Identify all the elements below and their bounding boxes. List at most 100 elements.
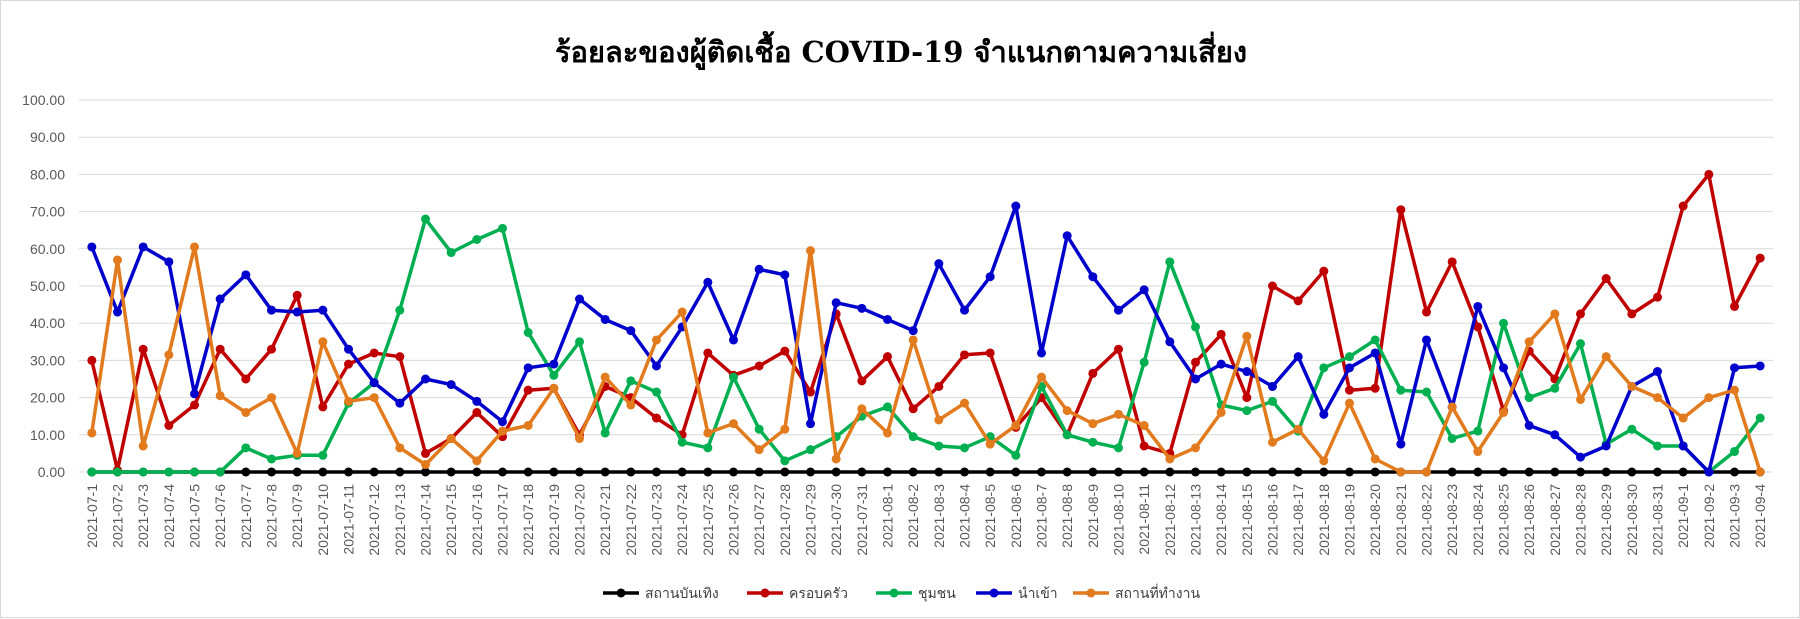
data-point [523,363,533,373]
data-point [1755,413,1765,423]
x-tick-label: 2021-07-25 [700,484,716,556]
data-point [1627,467,1637,477]
data-point [498,223,507,233]
data-point [1576,467,1585,477]
data-point [1011,467,1021,477]
data-point [908,335,918,345]
data-point [703,443,713,453]
data-point [523,467,533,477]
data-point [1011,421,1021,430]
data-point [831,298,841,308]
y-tick-label: 40.00 [30,315,65,331]
data-point [1345,467,1354,477]
data-point [344,396,353,406]
data-point [780,456,790,466]
data-point [472,456,482,466]
data-point [754,467,764,477]
data-point [754,424,764,434]
data-point [780,467,790,477]
data-point [1242,367,1252,377]
data-point [1191,374,1200,384]
data-point [1242,331,1252,341]
data-point [1473,447,1483,457]
data-point [395,305,405,315]
x-tick-label: 2021-08-23 [1444,484,1460,556]
data-point [575,294,584,304]
series-line [90,204,1762,474]
data-point [138,467,148,477]
data-point [1370,454,1380,464]
legend-label: ครอบครัว [789,586,848,602]
data-point [1678,201,1688,211]
x-tick-label: 2021-08-6 [1008,484,1024,548]
data-point [703,348,713,358]
data-point [934,259,944,269]
x-tick-label: 2021-08-29 [1598,484,1614,556]
legend-label: นำเข้า [1018,586,1058,602]
data-point [369,378,379,388]
data-point [1191,467,1200,477]
data-point [1345,363,1354,373]
series-line [90,172,1762,472]
data-point [1037,348,1046,358]
data-point [1601,352,1611,362]
data-point [1268,437,1277,447]
data-point [1755,253,1765,263]
x-tick-label: 2021-08-4 [957,484,973,548]
x-tick-label: 2021-09-2 [1701,484,1717,548]
series-2 [87,214,1765,477]
data-point [1730,363,1739,373]
data-point [908,432,918,442]
data-point [1319,456,1329,466]
data-point [1114,443,1123,453]
data-point [1601,467,1611,477]
data-point [1370,383,1380,393]
data-point [1576,394,1585,404]
data-point [446,467,456,477]
data-point [857,404,867,414]
x-tick-label: 2021-08-27 [1547,484,1563,556]
data-point [1345,385,1354,395]
data-point [498,417,507,427]
y-tick-label: 10.00 [30,427,65,443]
data-point [1524,393,1534,403]
data-point [523,421,533,430]
legend-label: ชุมชน [918,586,956,602]
data-point [1447,257,1457,267]
data-point [241,270,251,280]
x-tick-label: 2021-07-30 [828,484,844,556]
data-point [1268,396,1277,406]
data-point [421,214,430,224]
x-tick-label: 2021-08-18 [1316,484,1332,556]
data-point [369,393,379,403]
data-point [1524,421,1534,430]
data-point [267,305,276,315]
data-point [1165,467,1175,477]
data-point [1447,467,1457,477]
data-point [1165,454,1175,464]
data-point [318,467,328,477]
data-point [985,348,995,358]
data-point [549,370,559,380]
data-point [395,398,405,408]
x-tick-label: 2021-08-24 [1470,484,1486,556]
data-point [754,264,764,274]
data-point [1216,467,1226,477]
data-point [1447,434,1457,444]
data-point [87,242,97,252]
data-point [1293,296,1303,306]
data-point [267,467,276,477]
x-tick-label: 2021-07-4 [161,484,177,548]
data-point [1191,443,1200,453]
data-point [1011,450,1021,460]
x-tick-label: 2021-07-16 [469,484,485,556]
data-point [138,441,148,451]
x-axis-ticks: 2021-07-1 2021-07-2 2021-07-3 2021-07-4 2021… [84,484,1768,556]
x-tick-label: 2021-07-26 [726,484,742,556]
data-point [1319,266,1329,276]
data-point [1088,368,1098,378]
data-point [600,467,610,477]
data-point [138,242,148,252]
series-0 [87,467,1765,477]
